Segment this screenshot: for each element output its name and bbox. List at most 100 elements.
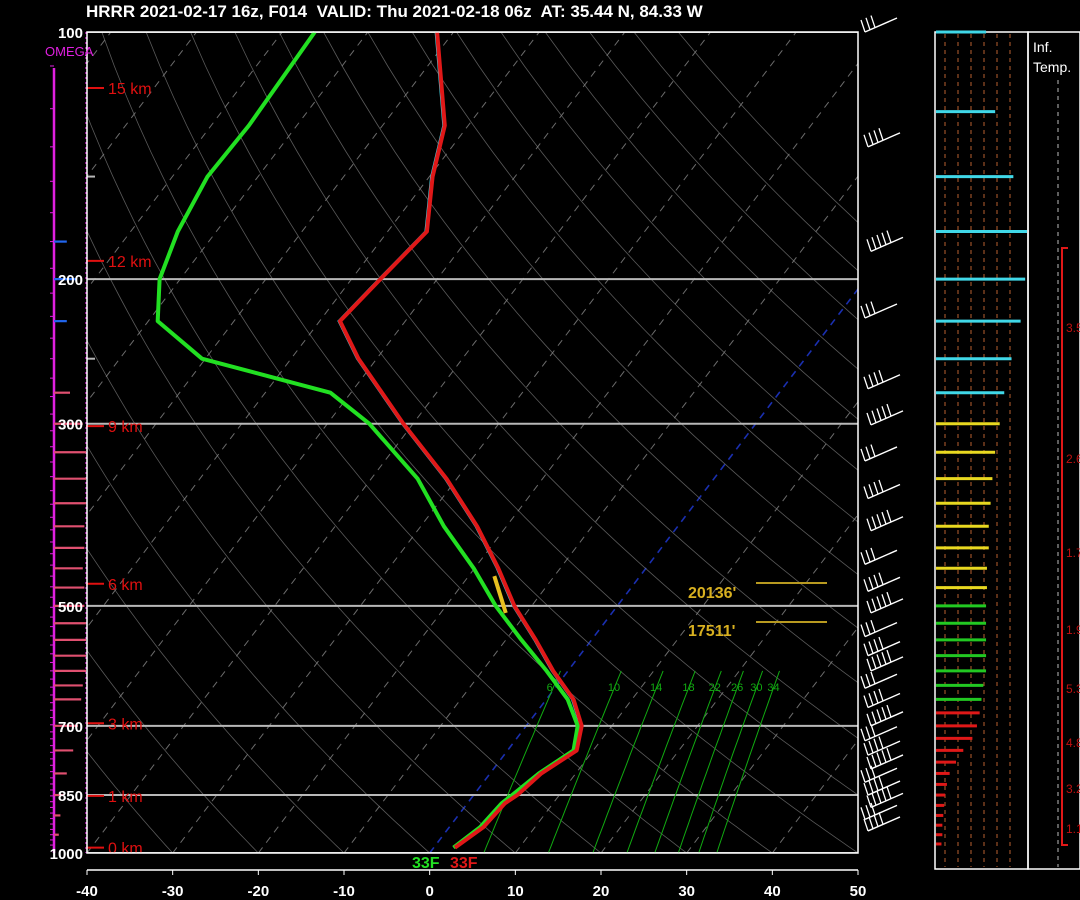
omega-label: OMEGA: [45, 44, 94, 59]
height-marker-label: 12 km: [108, 254, 152, 271]
omega-panel: [50, 32, 87, 853]
mixing-ratio-label: 30: [750, 682, 762, 694]
x-tick-label: 10: [507, 883, 524, 900]
height-marker-label: 3 km: [108, 716, 143, 733]
mixing-ratio-line: [654, 670, 722, 853]
mixing-ratio-label: 10: [608, 682, 620, 694]
wind-barb: [863, 736, 901, 756]
side-panel-temp-label: 4.8: [1066, 736, 1080, 750]
isotherm: [257, 62, 858, 853]
wind-barb: [866, 403, 904, 426]
isotherm: [87, 32, 369, 403]
side-panel-temp-strip: [1061, 247, 1068, 846]
side-panel: 3.5 2.6 1.7 1.9 5.3 4.8 3.2 1.1: [934, 30, 1080, 870]
wind-barb: [863, 688, 901, 709]
side-panel-temp-label: 1.7: [1066, 546, 1080, 560]
y-tick-label: 500: [58, 599, 83, 616]
isotherm: [87, 32, 112, 65]
dry-adiabat: [589, 32, 858, 321]
mixing-ratio-label: 18: [682, 682, 694, 694]
wind-barb: [866, 230, 904, 252]
wind-barb: [860, 301, 898, 319]
dry-adiabat: [500, 32, 858, 420]
isotherm: [87, 32, 283, 290]
y-tick-label: 100: [58, 25, 83, 42]
dry-adiabat: [87, 113, 687, 853]
side-panel-frame: [934, 31, 1029, 870]
wind-barb: [860, 444, 898, 462]
wind-barb: [860, 619, 898, 638]
skew-t-grid: [0, 32, 858, 853]
y-tick-label: 300: [58, 417, 83, 434]
dry-adiabat: [323, 32, 858, 629]
isotherm: [514, 400, 858, 853]
wind-barb: [866, 591, 904, 614]
side-panel-temp-frame: [1027, 31, 1080, 870]
wind-barb: [860, 724, 898, 742]
wind-barb: [866, 747, 904, 770]
height-marker-label: 15 km: [108, 81, 152, 98]
freezing-segment: [492, 575, 508, 614]
x-tick-label: 0: [425, 883, 433, 900]
mixing-ratio-label: 34: [767, 682, 779, 694]
isotherm: [0, 32, 25, 853]
plot-frame: [86, 31, 859, 854]
surface-temperature-label: 33F: [450, 855, 478, 872]
wind-barb: [863, 572, 901, 592]
dewpoint-profile: [155, 30, 580, 850]
dry-adiabat: [456, 32, 858, 471]
dry-adiabat: [234, 32, 858, 739]
wind-barb: [860, 671, 898, 689]
wind-barb: [863, 812, 901, 832]
wind-barb: [863, 128, 901, 148]
x-tick-label: -30: [162, 883, 184, 900]
level-label-upper: 20136': [688, 585, 736, 602]
mixing-ratio-label: 22: [709, 682, 721, 694]
mixing-ratio-label: 6: [547, 682, 553, 694]
mixing-ratio-line: [626, 670, 696, 853]
mixing-ratio-line: [698, 670, 764, 853]
mixing-ratio-label: 14: [650, 682, 662, 694]
wind-barb: [863, 479, 901, 500]
isotherm: [686, 626, 858, 853]
wind-barb: [860, 15, 898, 33]
wind-barb: [860, 765, 898, 783]
wind-barb: [863, 636, 901, 657]
wind-barb: [866, 786, 904, 809]
x-tick-label: 30: [678, 883, 695, 900]
dry-adiabat: [411, 32, 858, 523]
temperature-profile: [338, 31, 584, 850]
mixing-ratio-lines: [483, 670, 780, 853]
side-panel-label-temp: Temp.: [1033, 59, 1071, 75]
height-markers: 15 km 12 km 9 km 6 km 3 km 1 km 0 km: [86, 81, 152, 858]
isotherm: [771, 739, 858, 853]
mixing-ratio-line: [547, 670, 622, 853]
isotherm: [87, 32, 626, 742]
dry-adiabat: [544, 32, 858, 370]
axes: -40 -30 -20 -10 0 10 20 30 40 50 100 200 300 500 700 85…: [50, 25, 867, 900]
wind-barb: [860, 547, 898, 565]
wind-barb: [863, 776, 901, 796]
height-marker-label: 9 km: [108, 419, 143, 436]
isotherm: [600, 513, 858, 853]
mixing-ratio-line: [592, 670, 664, 853]
y-tick-label: 700: [58, 719, 83, 736]
wind-barb: [866, 509, 904, 532]
y-tick-label: 1000: [50, 846, 83, 863]
dry-adiabat: [87, 548, 345, 853]
y-tick-label: 200: [58, 272, 83, 289]
wind-barb: [863, 369, 901, 390]
level-label-lower: 17511': [688, 623, 735, 640]
isotherm: [87, 32, 454, 516]
level-markers: [756, 582, 827, 623]
isotherm: [87, 32, 197, 178]
side-panel-temp-label: 2.6: [1066, 452, 1080, 466]
height-marker-label: 0 km: [108, 841, 143, 858]
mixing-ratio-line: [483, 670, 561, 853]
dry-adiabat: [677, 32, 858, 224]
side-panel-label-inf: Inf.: [1033, 39, 1052, 55]
x-tick-label: -10: [333, 883, 355, 900]
dry-adiabat: [87, 230, 602, 853]
side-panel-temp-label: 5.3: [1066, 682, 1080, 696]
